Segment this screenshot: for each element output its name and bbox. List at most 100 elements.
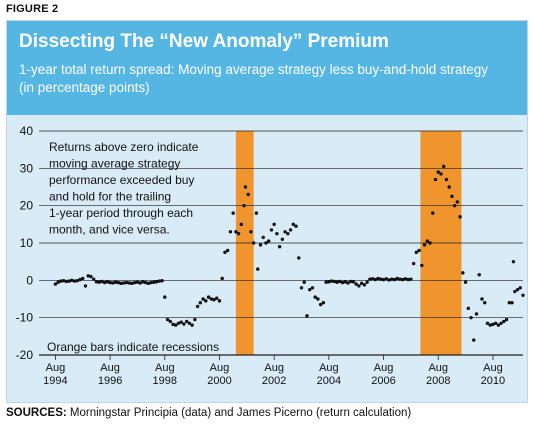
data-point (72, 279, 77, 283)
data-point (94, 280, 99, 284)
data-point (327, 280, 331, 284)
data-point (215, 296, 219, 300)
data-point (466, 306, 471, 311)
data-point (463, 280, 468, 284)
data-point (64, 279, 69, 284)
data-point (387, 278, 391, 282)
data-point (86, 274, 90, 278)
data-point (154, 280, 159, 284)
data-point (493, 321, 498, 325)
data-point (190, 323, 194, 327)
data-point (193, 317, 197, 322)
data-point (204, 299, 208, 303)
x-tick-label-month: Aug (374, 362, 394, 374)
data-point (239, 222, 244, 227)
data-point (420, 263, 424, 268)
data-point (135, 280, 140, 284)
data-point (228, 230, 233, 234)
data-point (176, 321, 181, 325)
x-tick-label-year: 2002 (262, 375, 286, 387)
data-point (275, 231, 279, 236)
data-point (212, 298, 216, 302)
data-point (81, 276, 85, 281)
data-point (83, 284, 88, 288)
annotation-text-line-4: and hold for the trailing (49, 190, 171, 204)
data-point (171, 322, 175, 327)
data-point (485, 321, 490, 325)
data-point (184, 319, 189, 324)
x-tick-label-year: 1994 (43, 375, 67, 387)
data-point (231, 211, 235, 215)
figure-label: FIGURE 2 (6, 3, 59, 15)
data-point (116, 280, 120, 285)
annotation-text-line-2: moving average strategy (49, 157, 180, 171)
data-point (283, 230, 287, 234)
data-point (201, 297, 205, 301)
subtitle-line-1: 1-year total return spread: Moving avera… (19, 62, 488, 77)
data-point (332, 279, 337, 284)
data-point (450, 194, 454, 199)
x-tick-label-month: Aug (210, 362, 230, 374)
chart-panel: Dissecting The “New Anomaly” Premium 1-y… (6, 20, 528, 403)
data-point (439, 172, 443, 176)
data-point (447, 185, 451, 189)
data-point (119, 281, 123, 286)
data-point (521, 293, 525, 297)
data-point (346, 281, 350, 285)
data-point (97, 280, 101, 284)
data-point (474, 312, 479, 316)
data-point (370, 277, 375, 281)
data-point (507, 301, 512, 305)
sources-note: SOURCES: Morningstar Principia (data) an… (6, 407, 411, 419)
x-tick-label-month: Aug (319, 362, 339, 374)
data-point (343, 280, 347, 284)
x-tick-label-year: 2006 (371, 375, 395, 387)
data-point (310, 286, 315, 290)
data-point (504, 317, 509, 322)
data-point (168, 319, 172, 324)
data-point (376, 276, 380, 281)
data-point (67, 279, 71, 283)
data-point (365, 280, 369, 284)
data-point (149, 280, 153, 285)
data-point (220, 276, 224, 281)
subtitle-line-2: (in percentage points) (19, 80, 150, 95)
data-point (146, 281, 151, 286)
data-point (299, 286, 304, 290)
data-point (157, 279, 162, 283)
data-point (499, 321, 503, 325)
data-point (340, 280, 345, 285)
data-point (318, 302, 323, 307)
data-point (458, 215, 462, 219)
data-point (472, 338, 476, 342)
data-point (316, 297, 320, 301)
data-point (480, 297, 484, 301)
data-point (305, 314, 309, 318)
data-point (272, 222, 276, 227)
data-point (329, 279, 334, 283)
annotation-text-line-5: 1-year period through each (49, 206, 193, 220)
annotation-text-line-1: Returns above zero indicate (49, 140, 199, 154)
data-point (246, 192, 250, 197)
data-point (324, 280, 328, 284)
x-tick-label-year: 2004 (317, 375, 341, 387)
data-point (277, 245, 282, 249)
data-point (258, 243, 263, 247)
data-point (174, 323, 178, 327)
data-point (417, 248, 421, 253)
data-point (141, 280, 145, 284)
annotation-text-line-6: month, and vice versa. (49, 223, 170, 237)
data-point (91, 277, 96, 281)
x-tick-label-month: Aug (428, 362, 448, 374)
data-point (280, 237, 285, 241)
data-point (254, 211, 259, 215)
data-point (422, 243, 427, 247)
data-point (89, 274, 93, 279)
annotation-text-line-3: performance exceeded buy (49, 173, 194, 187)
sources-label: SOURCES: (6, 407, 67, 419)
y-tick-label: 30 (20, 161, 34, 175)
data-point (433, 177, 438, 182)
data-point (261, 235, 265, 240)
data-point (105, 280, 110, 284)
y-tick-label: 20 (20, 199, 34, 213)
